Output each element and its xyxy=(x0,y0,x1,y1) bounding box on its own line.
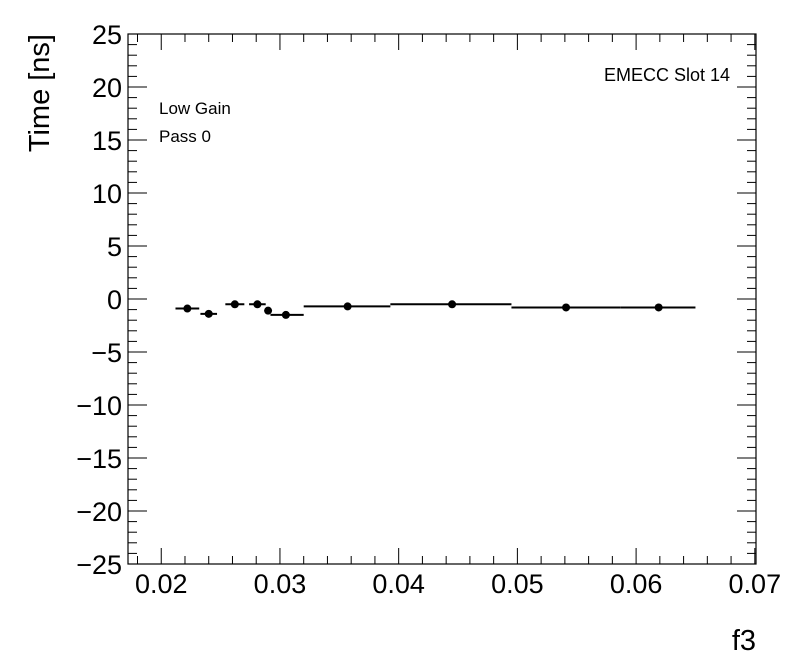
y-tick-labels: −25 −20 −15 −10 −5 0 5 10 15 20 25 xyxy=(76,20,122,580)
point-marker xyxy=(230,300,239,309)
point-marker xyxy=(562,303,571,312)
point-marker xyxy=(448,300,457,309)
x-tick-label: 0.05 xyxy=(491,569,544,599)
x-tick-labels: 0.02 0.03 0.04 0.05 0.06 0.07 xyxy=(135,569,781,599)
point-marker xyxy=(281,310,290,319)
y-tick-label: 0 xyxy=(107,285,122,315)
annotation-pass: Pass 0 xyxy=(159,127,211,146)
data-point xyxy=(249,300,266,309)
data-point xyxy=(225,300,245,309)
x-tick-label: 0.04 xyxy=(372,569,425,599)
point-marker xyxy=(264,306,273,315)
y-tick-label: 15 xyxy=(92,126,122,156)
y-tick-label: 10 xyxy=(92,179,122,209)
x-tick-label: 0.07 xyxy=(729,569,782,599)
point-marker xyxy=(654,303,663,312)
point-marker xyxy=(183,304,192,313)
y-tick-label: 5 xyxy=(107,232,122,262)
data-point xyxy=(175,304,200,313)
data-point xyxy=(200,309,218,318)
annotation-slot: EMECC Slot 14 xyxy=(604,65,730,85)
y-tick-label: −10 xyxy=(76,391,122,421)
annotation-gain: Low Gain xyxy=(159,99,231,118)
x-axis-label: f3 xyxy=(732,625,756,657)
y-tick-label: −15 xyxy=(76,444,122,474)
point-marker xyxy=(204,309,213,318)
data-point xyxy=(390,300,512,309)
y-tick-label: −25 xyxy=(76,550,122,580)
x-tick-label: 0.03 xyxy=(254,569,307,599)
y-tick-label: 20 xyxy=(92,73,122,103)
y-tick-label: −20 xyxy=(76,497,122,527)
x-tick-label: 0.06 xyxy=(610,569,663,599)
point-marker xyxy=(343,302,352,311)
y-tick-label: 25 xyxy=(92,20,122,50)
y-axis-label: Time [ns] xyxy=(24,34,56,152)
x-tick-label: 0.02 xyxy=(135,569,188,599)
point-marker xyxy=(253,300,262,309)
data-point xyxy=(264,306,273,315)
axis-ticks xyxy=(128,33,756,565)
data-point xyxy=(303,302,391,311)
data-point xyxy=(511,303,621,312)
data-point xyxy=(270,310,304,319)
data-point xyxy=(620,303,696,312)
y-tick-label: −5 xyxy=(91,338,122,368)
data-points xyxy=(175,300,696,319)
